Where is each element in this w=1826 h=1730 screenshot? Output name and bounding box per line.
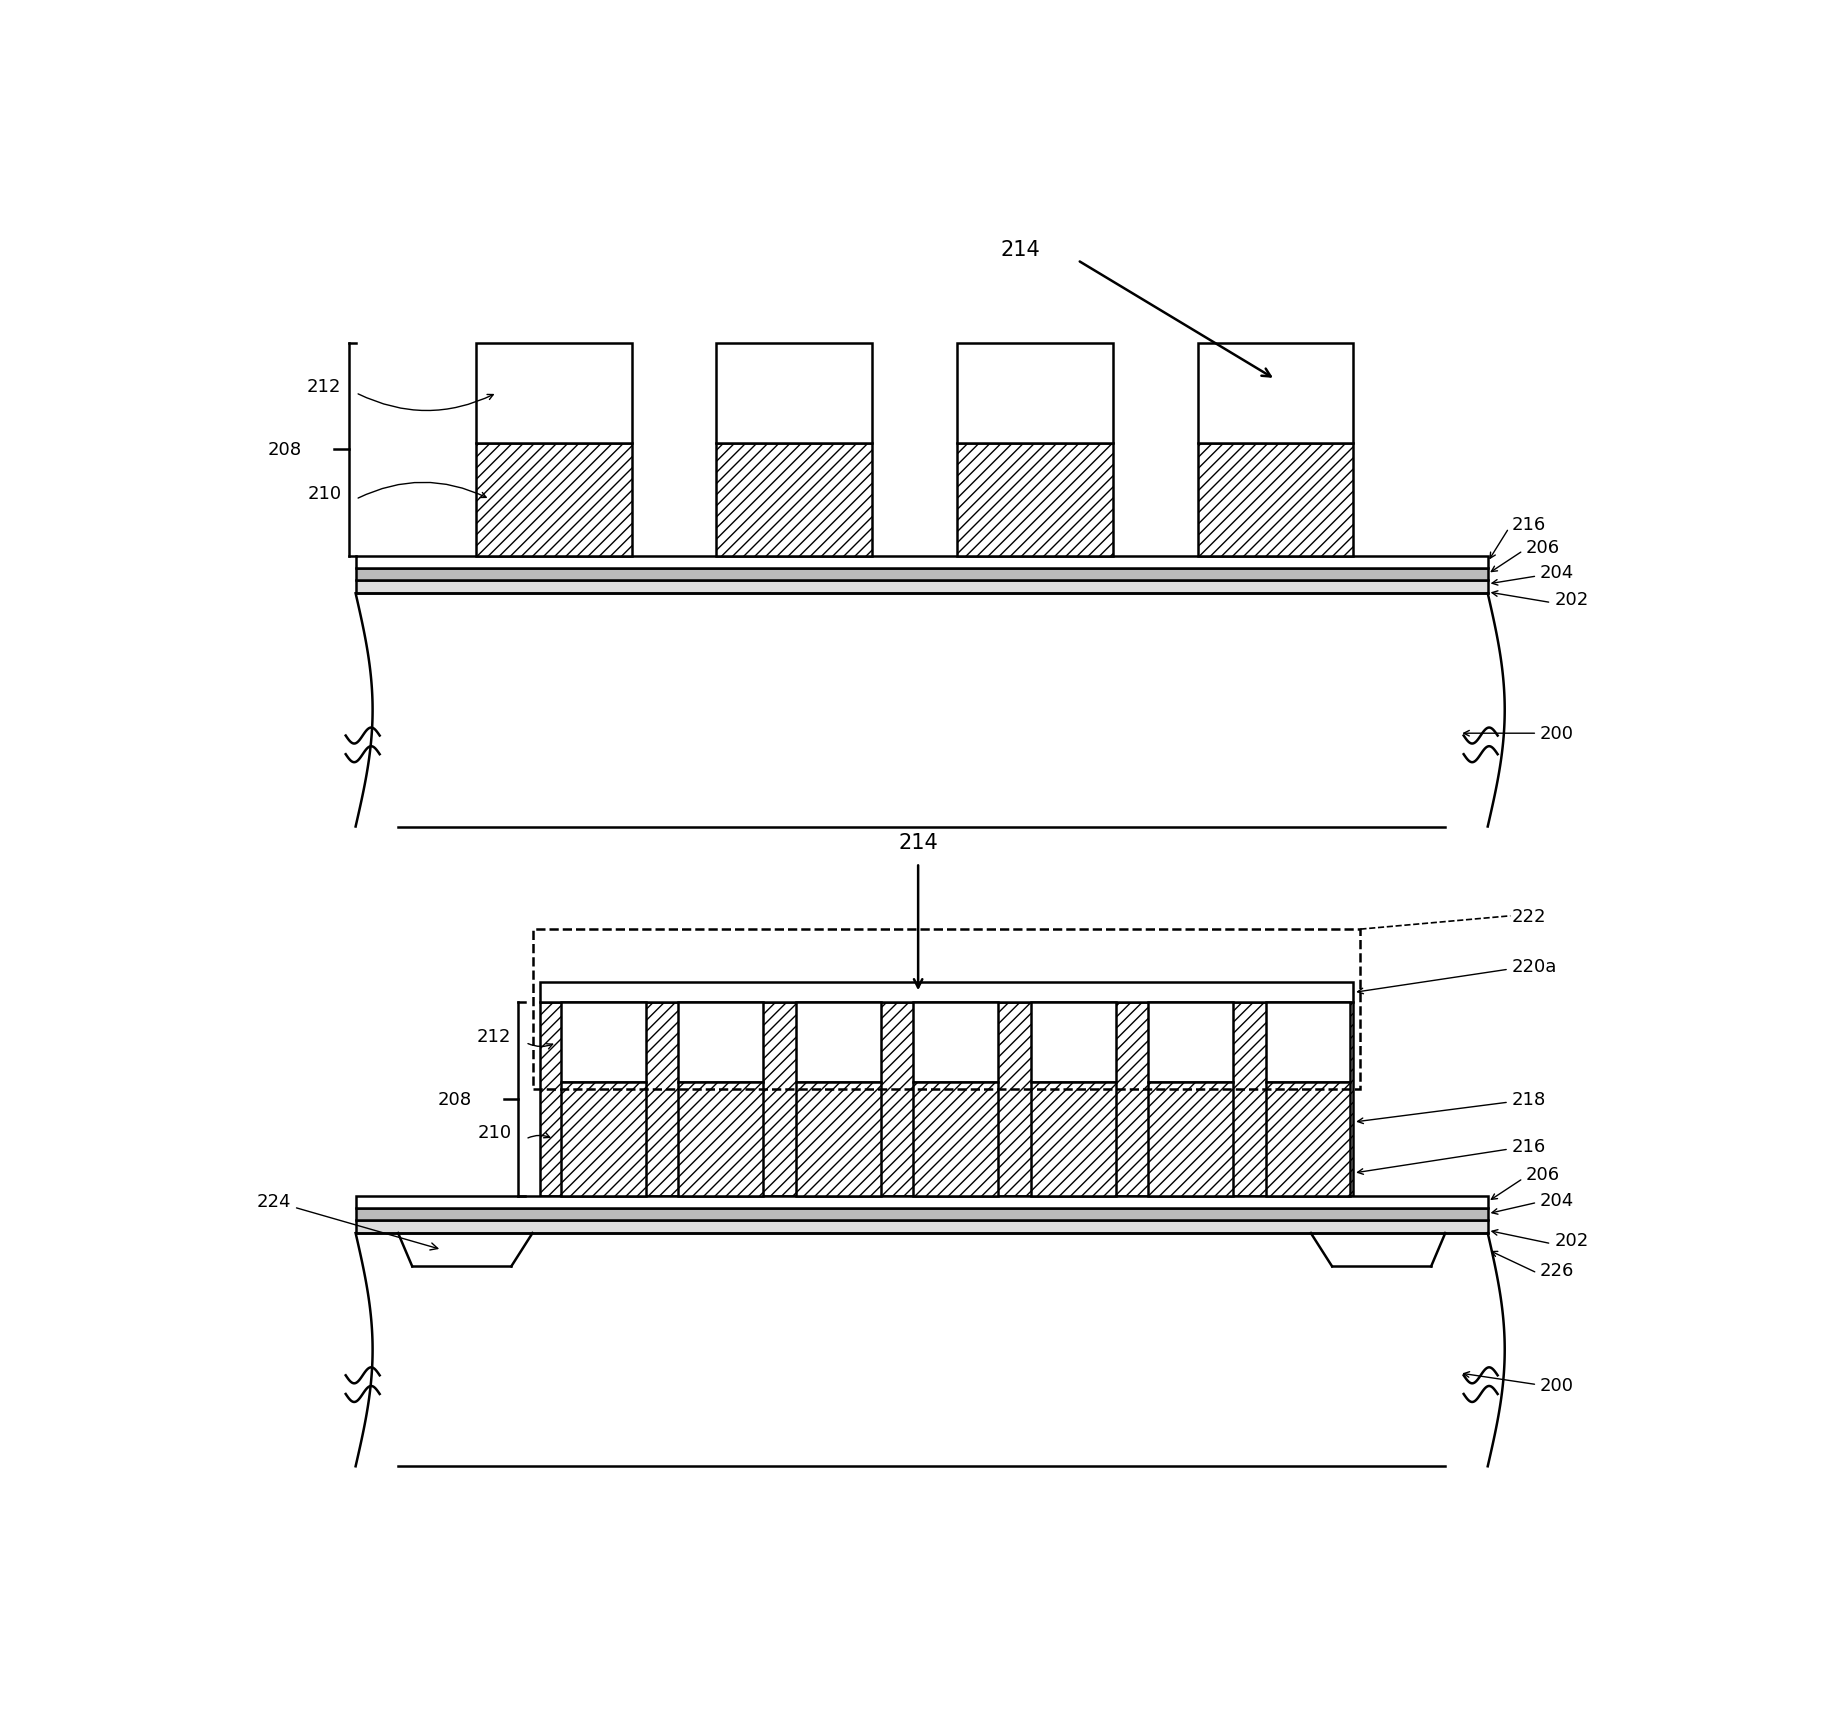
Bar: [796, 1083, 880, 1195]
Text: 200: 200: [1539, 1375, 1574, 1394]
Text: 206: 206: [1527, 1166, 1559, 1183]
Bar: [356, 1208, 1488, 1220]
Bar: [477, 344, 632, 443]
Text: 212: 212: [477, 1028, 511, 1045]
Text: 222: 222: [1512, 907, 1547, 926]
Bar: [957, 344, 1112, 443]
Bar: [1265, 1003, 1351, 1083]
Bar: [1198, 443, 1353, 557]
Text: 204: 204: [1539, 564, 1574, 581]
Bar: [1198, 344, 1353, 443]
Bar: [561, 1083, 646, 1195]
Text: 212: 212: [307, 377, 341, 396]
Bar: [356, 569, 1488, 581]
Bar: [356, 581, 1488, 593]
Bar: [957, 443, 1112, 557]
Bar: [1030, 1083, 1116, 1195]
Text: 224: 224: [256, 1192, 438, 1251]
Bar: [1149, 1003, 1233, 1083]
Text: 204: 204: [1539, 1190, 1574, 1209]
Text: 216: 216: [1512, 1138, 1547, 1156]
Bar: [913, 1003, 999, 1083]
Text: 220a: 220a: [1512, 958, 1558, 976]
Bar: [913, 1083, 999, 1195]
Bar: [677, 1003, 763, 1083]
Text: 202: 202: [1554, 590, 1589, 609]
Bar: [356, 1220, 1488, 1233]
Bar: [796, 1003, 880, 1083]
Text: 208: 208: [438, 1090, 471, 1109]
Bar: [356, 557, 1488, 569]
Bar: [356, 1195, 1488, 1208]
Bar: [1265, 1083, 1351, 1195]
Bar: [540, 983, 1353, 1003]
Text: 214: 214: [1001, 240, 1041, 260]
Bar: [716, 344, 873, 443]
Text: 210: 210: [307, 484, 341, 502]
Text: 206: 206: [1527, 538, 1559, 557]
Bar: [1149, 1083, 1233, 1195]
Text: 216: 216: [1512, 516, 1547, 533]
Text: 214: 214: [898, 834, 939, 853]
Text: 200: 200: [1539, 725, 1574, 742]
Bar: [561, 1003, 646, 1083]
Text: 202: 202: [1554, 1232, 1589, 1249]
Text: 210: 210: [477, 1124, 511, 1142]
Text: 208: 208: [268, 441, 301, 458]
Bar: [533, 929, 1360, 1090]
Text: 218: 218: [1512, 1092, 1547, 1109]
Text: 226: 226: [1539, 1261, 1574, 1280]
Bar: [477, 443, 632, 557]
Bar: [716, 443, 873, 557]
Bar: [677, 1083, 763, 1195]
Bar: [1030, 1003, 1116, 1083]
Bar: [540, 1003, 1353, 1195]
